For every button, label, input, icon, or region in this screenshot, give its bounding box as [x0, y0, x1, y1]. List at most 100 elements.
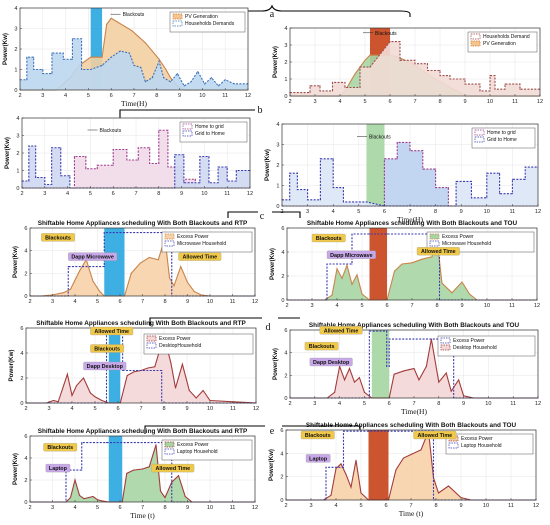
data-point: [83, 498, 85, 500]
annotation-label: Blackouts: [369, 134, 391, 140]
y-tick-label: 0: [284, 396, 287, 402]
data-point: [451, 292, 453, 294]
data-point: [296, 189, 298, 191]
x-tick-label: 10: [201, 191, 207, 197]
data-point: [499, 193, 501, 195]
x-tick-label: 11: [512, 99, 518, 105]
data-point: [342, 466, 345, 468]
data-point: [386, 330, 388, 332]
x-tick-label: 4: [64, 93, 67, 99]
data-point: [92, 495, 94, 498]
data-point: [183, 182, 185, 184]
x-tick-label: 8: [438, 99, 441, 105]
annotation-label: Blackouts: [94, 347, 120, 353]
data-point: [435, 168, 437, 170]
data-point: [151, 77, 153, 79]
blackout-band: [104, 228, 125, 296]
annotation-label: Dapp Desktop: [87, 364, 124, 370]
y-tick-label: 4: [281, 250, 284, 256]
data-point: [112, 148, 114, 151]
annotation-badge: [319, 326, 363, 335]
x-tick-label: 6: [110, 93, 113, 99]
x-axis-label: Time(H): [121, 99, 147, 108]
legend-swatch: [429, 233, 440, 240]
y-tick-label: 1: [284, 77, 287, 83]
data-point: [479, 90, 481, 92]
annotation-label: Blackouts: [100, 128, 122, 134]
y-tick-label: 3: [14, 27, 17, 33]
x-tick-label: 2: [28, 505, 31, 511]
x-tick-label: 11: [230, 406, 236, 412]
data-point: [60, 147, 62, 149]
annotation-label: Blackouts: [47, 445, 73, 451]
data-point: [154, 366, 156, 368]
x-axis-label: Time (t): [130, 511, 155, 520]
x-tick-label: 8: [162, 406, 165, 412]
y-axis-label: Power(Kw): [4, 137, 11, 169]
data-point: [511, 193, 513, 195]
data-point: [26, 56, 28, 58]
data-point: [439, 75, 441, 77]
data-point: [468, 293, 471, 295]
x-tick-label: 10: [207, 299, 213, 305]
series-line: [30, 238, 255, 297]
legend-box: [161, 231, 253, 253]
data-point: [130, 272, 132, 274]
data-point: [309, 92, 311, 94]
y-axis-label: Power(Kw): [12, 453, 19, 485]
data-point: [388, 365, 390, 367]
data-point: [367, 430, 370, 432]
legend-label: Households Demands: [185, 21, 235, 27]
x-tick-label: 3: [309, 503, 312, 509]
legend-label: Laptop Household: [177, 449, 218, 455]
data-point: [233, 83, 235, 85]
data-point: [26, 79, 28, 81]
data-point: [188, 389, 190, 392]
legend-swatch: [470, 33, 481, 40]
data-point: [210, 77, 213, 79]
data-point: [183, 85, 185, 87]
legend-label: Excess Power: [461, 436, 493, 442]
y-axis-label: Power(Kw): [264, 149, 271, 181]
y-tick-label: 6: [24, 434, 27, 440]
series-area: [290, 41, 540, 96]
data-point: [486, 197, 488, 199]
data-point: [344, 81, 346, 83]
legend-swatch: [146, 335, 157, 342]
x-tick-label: 2: [288, 401, 291, 407]
legend-swatch: [164, 240, 175, 247]
data-point: [122, 369, 124, 372]
legend-swatch: [146, 342, 157, 349]
y-tick-label: 1: [14, 68, 17, 74]
y-tick-label: 2: [16, 151, 19, 157]
data-point: [71, 394, 73, 397]
data-point: [461, 281, 463, 283]
annotation-label: Dapp Microwave: [330, 253, 373, 259]
data-point: [73, 155, 75, 158]
data-point: [157, 259, 159, 261]
x-tick-label: 6: [383, 209, 386, 215]
data-point: [106, 23, 108, 25]
data-point: [386, 233, 388, 235]
series-line: [282, 141, 538, 207]
data-point: [479, 83, 481, 85]
data-point: [489, 90, 491, 92]
annotation-label: Blackouts: [305, 433, 331, 439]
data-point: [101, 64, 103, 66]
series-line: [290, 338, 538, 399]
x-tick-label: 2: [24, 406, 27, 412]
data-point: [139, 262, 141, 264]
annotation-label: Laptop: [309, 456, 328, 462]
data-point: [331, 90, 334, 92]
data-point: [133, 64, 135, 66]
data-point: [137, 159, 139, 161]
section-label: e: [270, 426, 275, 437]
data-point: [330, 494, 332, 496]
data-point: [202, 389, 204, 392]
data-point: [57, 401, 59, 403]
data-point: [126, 374, 128, 377]
data-point: [365, 201, 368, 203]
data-point: [387, 430, 390, 432]
data-point: [353, 381, 356, 383]
x-tick-label: 10: [487, 99, 493, 105]
